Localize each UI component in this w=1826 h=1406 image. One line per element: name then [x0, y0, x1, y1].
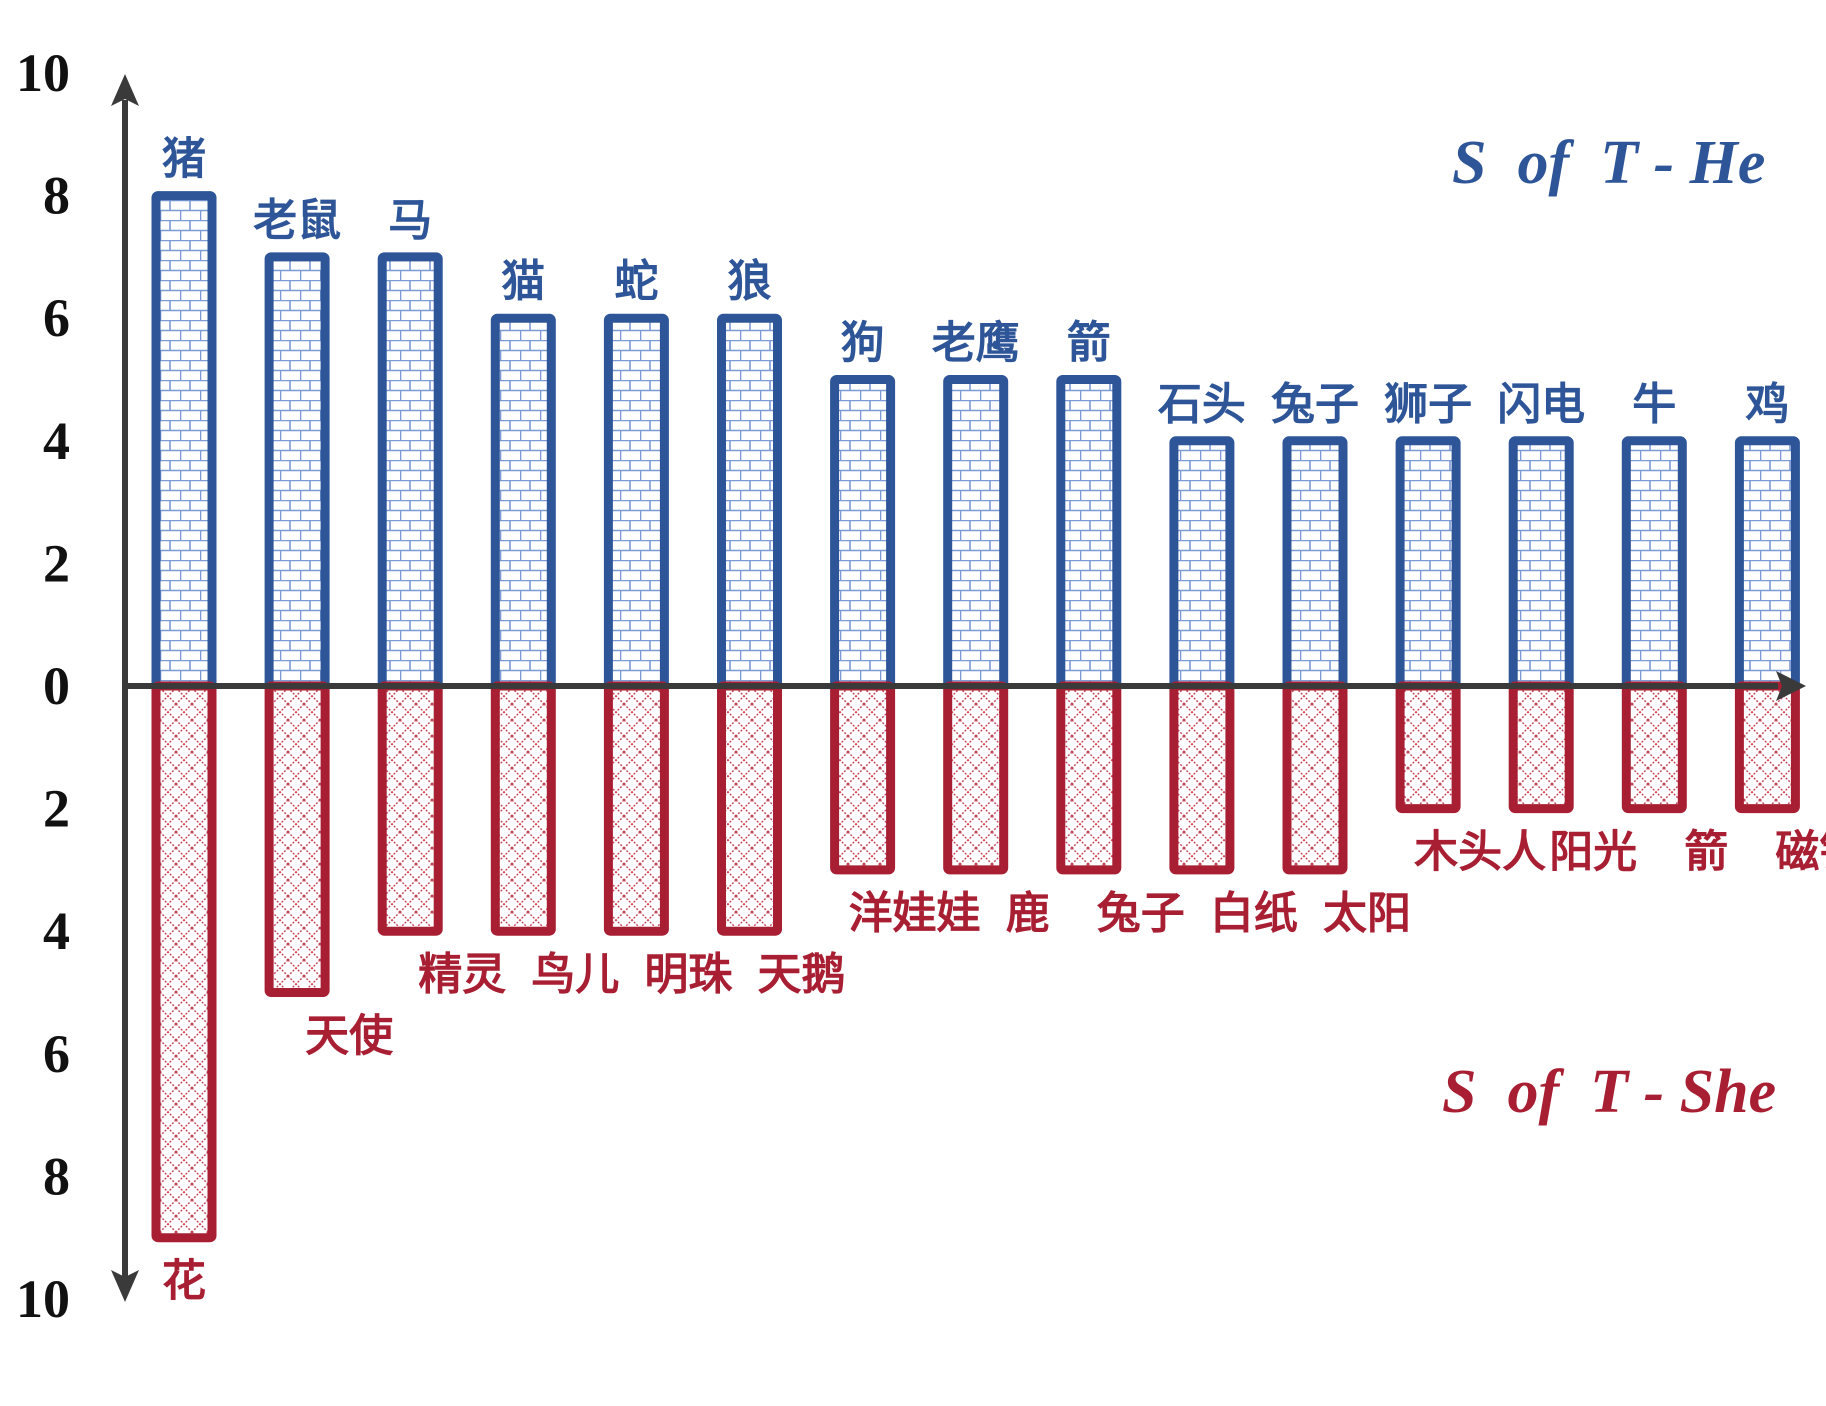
y-tick-8: 6 [43, 1024, 70, 1084]
bar-he-9 [1056, 375, 1122, 691]
bar-she-12 [1395, 681, 1461, 814]
label-she-5: 明珠 [644, 949, 733, 1000]
bar-he-6 [717, 313, 782, 691]
bar-he-3 [377, 252, 443, 691]
y-tick-labels: 10 8 6 4 2 0 2 4 6 8 10 [16, 43, 70, 1329]
bar-she-15 [1734, 681, 1800, 814]
bar-she-5 [603, 681, 669, 936]
label-she-9: 兔子 [1097, 888, 1185, 939]
bar-she-6 [717, 681, 782, 936]
bar-he-4 [490, 313, 556, 691]
bar-he-2 [264, 252, 330, 691]
bar-he-7 [830, 375, 896, 691]
bar-she-1 [151, 681, 217, 1243]
axes [111, 74, 1806, 1302]
bar-he-12 [1395, 436, 1461, 691]
bar-she-14 [1621, 681, 1687, 814]
bar-she-3 [377, 681, 443, 936]
label-he-8: 老鹰 [932, 318, 1020, 369]
label-he-14: 牛 [1632, 379, 1676, 430]
y-axis-arrow-down [111, 1270, 139, 1302]
bar-he-13 [1508, 436, 1574, 691]
label-he-9: 箭 [1067, 318, 1111, 369]
y-tick-3: 4 [43, 411, 70, 471]
category-labels: 猪老鼠 马猫蛇狼狗 老鹰 箭石头 兔子 狮子 闪电牛鸡花天使精灵 鸟儿 明珠 天鹅洋娃娃鹿兔子 白纸… [162, 134, 1826, 1307]
legend-she: S of T - She [1442, 1058, 1776, 1126]
label-she-14: 箭 [1684, 827, 1728, 878]
label-he-3: 马 [388, 195, 432, 246]
y-tick-7: 4 [43, 901, 70, 961]
label-he-7: 狗 [841, 318, 885, 369]
bar-he-15 [1734, 436, 1800, 691]
bar-she-2 [264, 681, 330, 997]
bar-she-7 [830, 681, 896, 875]
label-he-6: 狼 [728, 256, 772, 307]
label-she-2: 天使 [305, 1011, 394, 1062]
label-she-15: 磁铁 [1775, 827, 1826, 878]
bar-she-4 [490, 681, 556, 936]
x-axis-arrow [1776, 671, 1806, 701]
bar-he-5 [603, 313, 669, 691]
label-she-1: 花 [162, 1256, 206, 1307]
label-she-10: 白纸 [1210, 888, 1298, 939]
y-tick-5: 0 [43, 656, 70, 716]
bar-she-11 [1282, 681, 1348, 875]
label-she-3: 精灵 [418, 949, 506, 1000]
bar-she-9 [1056, 681, 1122, 875]
bar-he-14 [1621, 436, 1687, 691]
series-he-bars [151, 191, 1800, 691]
bar-she-13 [1508, 681, 1574, 814]
label-she-6: 天鹅 [758, 949, 846, 1000]
label-she-4: 鸟儿 [531, 949, 619, 1000]
label-she-8: 鹿 [1006, 888, 1050, 939]
y-tick-6: 2 [43, 779, 70, 839]
label-she-11: 太阳 [1323, 888, 1411, 939]
y-tick-4: 2 [43, 533, 70, 593]
label-he-2: 老鼠 [253, 195, 341, 246]
y-tick-2: 6 [43, 288, 70, 348]
legend-he: S of T - He [1452, 129, 1765, 197]
label-she-12: 木头人 [1414, 827, 1546, 878]
label-she-7: 洋娃娃 [849, 888, 981, 939]
bar-he-11 [1282, 436, 1348, 691]
label-he-5: 蛇 [614, 256, 658, 307]
y-axis-arrow-up [111, 74, 139, 106]
bar-she-8 [943, 681, 1009, 875]
series-she-bars [151, 681, 1800, 1243]
label-he-1: 猪 [162, 134, 206, 185]
label-he-4: 猫 [501, 256, 545, 307]
y-tick-10: 10 [16, 1269, 70, 1329]
label-he-11: 兔子 [1271, 379, 1359, 430]
y-tick-9: 8 [43, 1146, 70, 1206]
bar-he-8 [943, 375, 1009, 691]
label-he-15: 鸡 [1745, 379, 1789, 430]
bar-she-10 [1169, 681, 1235, 875]
label-he-13: 闪电 [1497, 379, 1585, 430]
label-she-13: 阳光 [1549, 827, 1637, 878]
y-tick-1: 8 [43, 166, 70, 226]
label-he-10: 石头 [1158, 379, 1246, 430]
bar-he-10 [1169, 436, 1235, 691]
bar-he-1 [151, 191, 217, 691]
y-tick-0: 10 [16, 43, 70, 103]
label-he-12: 狮子 [1384, 379, 1472, 430]
